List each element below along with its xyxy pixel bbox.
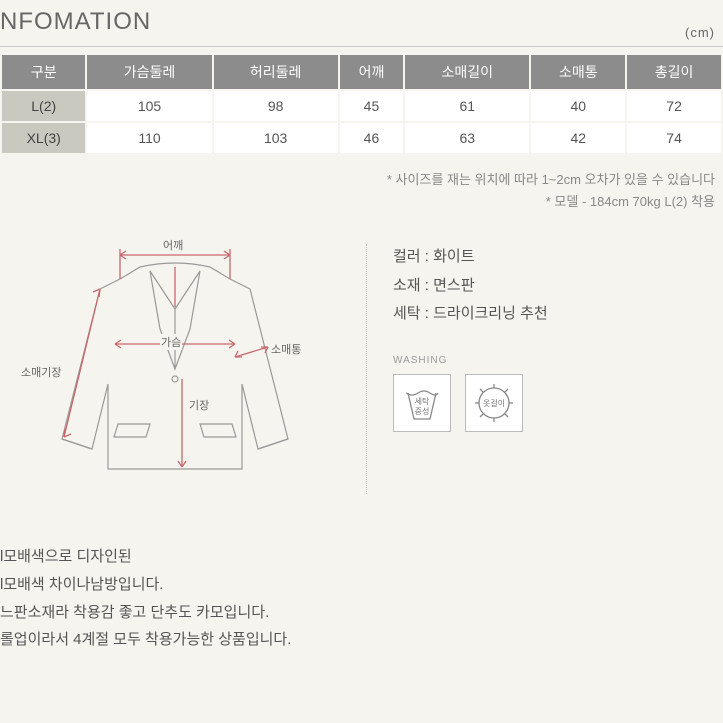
- washing-icons: 세탁 중성 옷걸이: [393, 374, 723, 432]
- desc-line: l모배색으로 디자인된: [0, 543, 723, 571]
- info-wash: 세탁 : 드라이크리닝 추천: [393, 300, 723, 329]
- cell: 42: [530, 122, 626, 154]
- section-title: NFOMATION (cm): [0, 0, 723, 47]
- washing-heading: WASHING: [393, 355, 723, 366]
- desc-line: 느판소재라 착용감 좋고 단추도 카모입니다.: [0, 599, 723, 627]
- svg-text:중성: 중성: [415, 407, 430, 416]
- product-description: l모배색으로 디자인된 l모배색 차이나남방입니다. 느판소재라 착용감 좋고 …: [0, 543, 723, 654]
- th: 총길이: [626, 54, 722, 90]
- label-sleeve-width: 소매통: [270, 341, 302, 357]
- table-header-row: 구분 가슴둘레 허리둘레 어깨 소매길이 소매통 총길이: [1, 54, 722, 90]
- row-label: XL(3): [1, 122, 86, 154]
- desc-line: l모배색 차이나남방입니다.: [0, 571, 723, 599]
- cell: 103: [213, 122, 339, 154]
- desc-line: 롤업이라서 4계절 모두 착용가능한 상품입니다.: [0, 626, 723, 654]
- svg-text:세탁: 세탁: [415, 396, 430, 406]
- garment-diagram: 어깨 가슴 소매통 소매기장 기장: [10, 239, 340, 499]
- cell: 74: [626, 122, 722, 154]
- cell: 110: [86, 122, 212, 154]
- label-sleeve-length: 소매기장: [20, 364, 62, 380]
- cell: 105: [86, 90, 212, 122]
- size-notes: * 사이즈를 재는 위치에 따라 1~2cm 오차가 있을 수 있습니다 * 모…: [0, 169, 723, 213]
- note-line: * 사이즈를 재는 위치에 따라 1~2cm 오차가 있을 수 있습니다: [0, 169, 715, 191]
- table-row: L(2) 105 98 45 61 40 72: [1, 90, 722, 122]
- title-text: NFOMATION: [0, 8, 151, 35]
- mid-section: 어깨 가슴 소매통 소매기장 기장 컬러 : 화이트 소재 : 면스판 세탁 :…: [0, 231, 723, 499]
- color-value: 화이트: [433, 248, 474, 265]
- material-label: 소재 :: [393, 277, 429, 294]
- label-chest: 가슴: [160, 334, 182, 350]
- cell: 46: [339, 122, 404, 154]
- info-material: 소재 : 면스판: [393, 272, 723, 301]
- info-color: 컬러 : 화이트: [393, 243, 723, 272]
- vertical-divider: [366, 244, 367, 494]
- hanger-dry-icon: 옷걸이: [465, 374, 523, 432]
- cell: 63: [404, 122, 530, 154]
- unit-label: (cm): [685, 25, 715, 40]
- cell: 45: [339, 90, 404, 122]
- th: 어깨: [339, 54, 404, 90]
- th: 소매통: [530, 54, 626, 90]
- material-value: 면스판: [433, 277, 474, 294]
- th: 허리둘레: [213, 54, 339, 90]
- color-label: 컬러 :: [393, 248, 429, 265]
- note-line: * 모델 - 184cm 70kg L(2) 착용: [0, 191, 715, 213]
- wash-value: 드라이크리닝 추천: [433, 305, 548, 322]
- wash-label: 세탁 :: [393, 305, 429, 322]
- size-table: 구분 가슴둘레 허리둘레 어깨 소매길이 소매통 총길이 L(2) 105 98…: [0, 53, 723, 155]
- table-row: XL(3) 110 103 46 63 42 74: [1, 122, 722, 154]
- product-info: 컬러 : 화이트 소재 : 면스판 세탁 : 드라이크리닝 추천 WASHING…: [393, 239, 723, 499]
- th: 구분: [1, 54, 86, 90]
- th: 가슴둘레: [86, 54, 212, 90]
- cell: 72: [626, 90, 722, 122]
- cell: 61: [404, 90, 530, 122]
- wash-basin-icon: 세탁 중성: [393, 374, 451, 432]
- cell: 40: [530, 90, 626, 122]
- th: 소매길이: [404, 54, 530, 90]
- label-length: 기장: [188, 397, 210, 413]
- svg-text:옷걸이: 옷걸이: [483, 398, 505, 408]
- row-label: L(2): [1, 90, 86, 122]
- label-shoulder: 어깨: [162, 237, 184, 253]
- cell: 98: [213, 90, 339, 122]
